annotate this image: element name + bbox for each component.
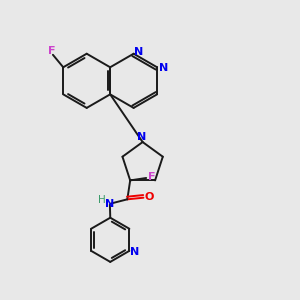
Text: N: N: [105, 200, 114, 209]
Text: N: N: [134, 47, 143, 57]
Text: N: N: [137, 132, 146, 142]
Text: F: F: [148, 172, 155, 182]
Text: O: O: [145, 192, 154, 202]
Text: F: F: [48, 46, 55, 56]
Text: N: N: [130, 247, 139, 257]
Text: N: N: [159, 63, 168, 74]
Text: H: H: [98, 195, 106, 205]
